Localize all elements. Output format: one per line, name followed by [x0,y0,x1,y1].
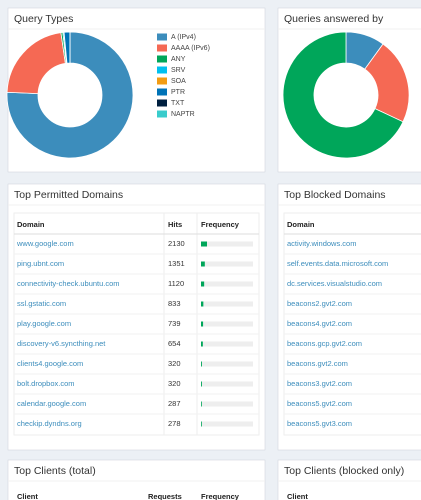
domain-link[interactable]: self.events.data.microsoft.com [287,259,388,268]
frequency-bar [201,261,205,267]
domain-link[interactable]: clients4.google.com [17,359,83,368]
domain-link[interactable]: play.google.com [17,319,71,328]
legend-label[interactable]: SOA [171,78,186,85]
frequency-track [201,281,253,287]
domain-link[interactable]: beacons5.gvt2.com [287,399,352,408]
donut-slice [282,31,404,159]
domain-link[interactable]: dc.services.visualstudio.com [287,279,382,288]
panel-title: Top Clients (total) [14,465,96,477]
hits: 739 [168,319,181,328]
domain-link[interactable]: checkip.dyndns.org [17,419,82,428]
frequency-bar [201,381,202,387]
panel-title: Top Clients (blocked only) [284,465,404,477]
frequency-track [201,341,253,347]
hits: 320 [168,379,181,388]
frequency-bar [201,301,204,307]
column-header: Domain [17,220,45,229]
frequency-track [201,241,253,247]
panel-title: Query Types [14,13,73,25]
panel-title: Queries answered by [284,13,384,25]
legend-label[interactable]: NAPTR [171,111,195,118]
column-header: Client [17,492,38,500]
domain-link[interactable]: beacons.gcp.gvt2.com [287,339,362,348]
hits: 654 [168,339,181,348]
domain-link[interactable]: bolt.dropbox.com [17,379,75,388]
panel-title: Top Blocked Domains [284,189,386,201]
frequency-bar [201,421,202,427]
legend-swatch [157,88,167,96]
domain-link[interactable]: connectivity-check.ubuntu.com [17,279,120,288]
domain-link[interactable]: beacons.gvt2.com [287,359,348,368]
legend-label[interactable]: TXT [171,100,185,107]
hits: 2130 [168,239,185,248]
legend-swatch [157,66,167,74]
hits: 1120 [168,279,184,288]
legend-swatch [157,77,167,85]
domain-link[interactable]: beacons2.gvt2.com [287,299,352,308]
frequency-bar [201,361,202,367]
hits: 287 [168,399,181,408]
table-frame [283,212,421,436]
frequency-track [201,301,253,307]
column-header: Hits [168,220,182,229]
hits: 833 [168,299,181,308]
hits: 320 [168,359,181,368]
frequency-bar [201,321,204,327]
hits: 1351 [168,259,185,268]
legend-label[interactable]: PTR [171,89,185,96]
donut-slice [6,31,134,159]
frequency-track [201,401,253,407]
domain-link[interactable]: beacons4.gvt2.com [287,319,352,328]
domain-link[interactable]: www.google.com [16,239,74,248]
panel [7,459,266,500]
domain-link[interactable]: discovery-v6.syncthing.net [17,339,106,348]
domain-link[interactable]: beacons3.gvt2.com [287,379,352,388]
panel-title: Top Permitted Domains [14,189,123,201]
legend-swatch [157,99,167,107]
frequency-track [201,321,253,327]
legend-swatch [157,55,167,63]
frequency-bar [201,281,205,287]
column-header: Frequency [201,220,240,229]
legend-swatch [157,110,167,118]
domain-link[interactable]: activity.windows.com [287,239,356,248]
column-header: Requests [148,492,182,500]
legend-label[interactable]: A (IPv4) [171,34,196,41]
domain-link[interactable]: beacons5.gvt3.com [287,419,352,428]
legend-label[interactable]: ANY [171,56,186,63]
frequency-track [201,361,253,367]
frequency-bar [201,241,207,247]
domain-link[interactable]: ping.ubnt.com [17,259,64,268]
domain-link[interactable]: ssl.gstatic.com [17,299,66,308]
frequency-track [201,381,253,387]
hits: 278 [168,419,181,428]
column-header: Client [287,492,308,500]
legend-label[interactable]: SRV [171,67,186,74]
panel [277,459,421,500]
legend-label[interactable]: AAAA (IPv6) [171,45,210,52]
column-header: Domain [287,220,315,229]
legend-swatch [157,33,167,41]
frequency-bar [201,401,202,407]
column-header: Frequency [201,492,240,500]
domain-link[interactable]: calendar.google.com [17,399,86,408]
frequency-bar [201,341,203,347]
frequency-track [201,421,253,427]
legend-swatch [157,44,167,52]
frequency-track [201,261,253,267]
